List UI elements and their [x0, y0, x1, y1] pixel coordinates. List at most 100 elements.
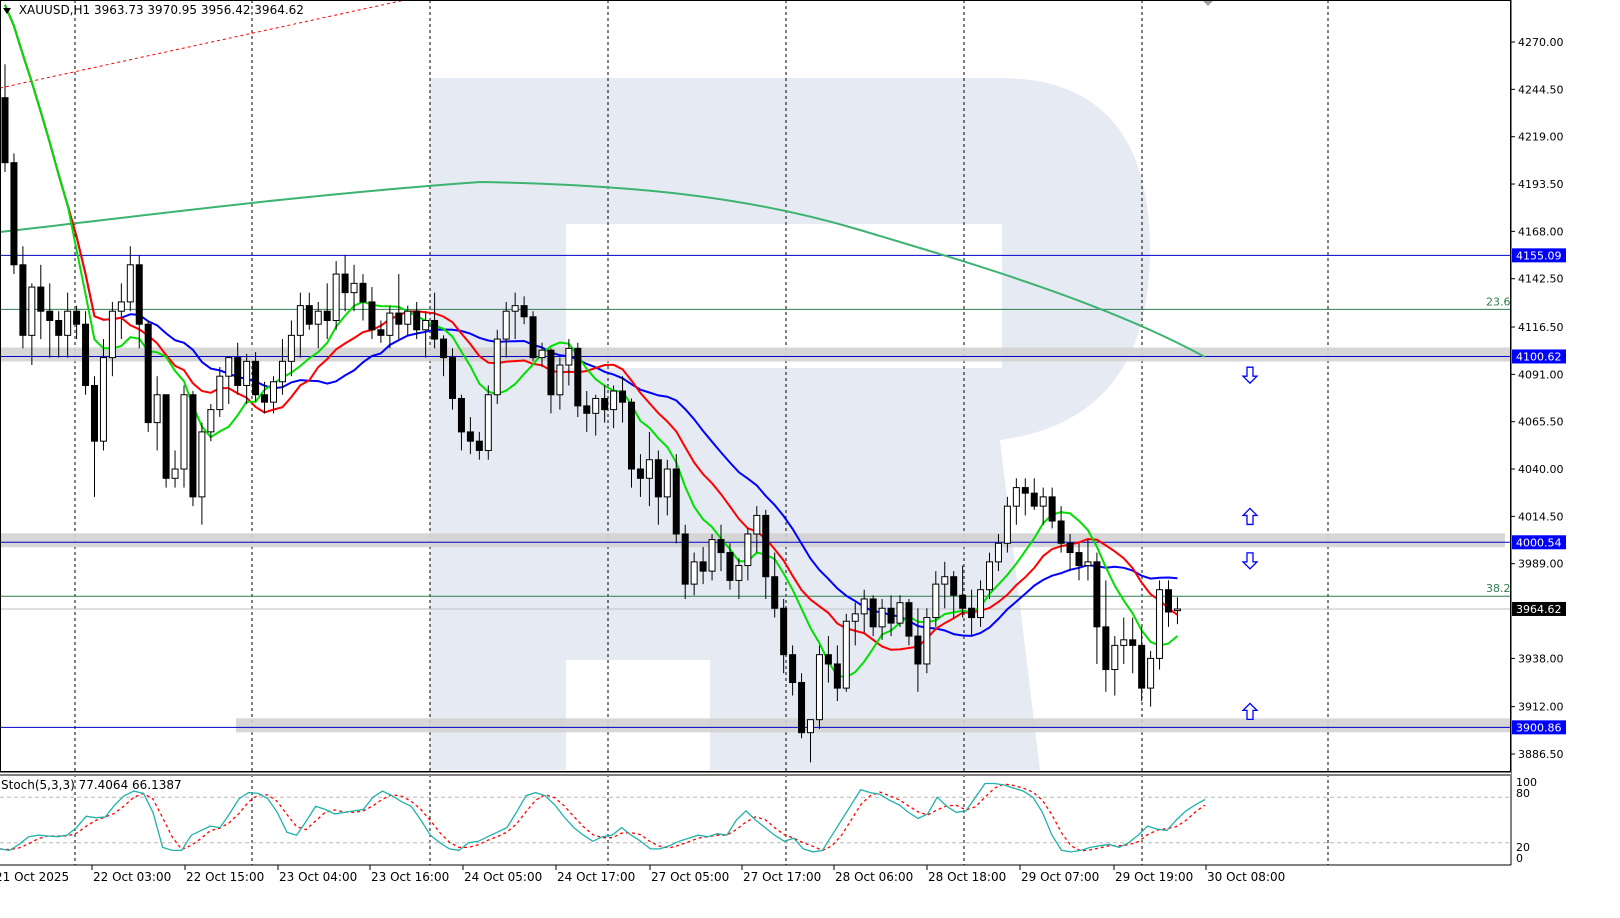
- candle[interactable]: [923, 608, 931, 674]
- candle[interactable]: [869, 595, 877, 637]
- candle[interactable]: [207, 404, 215, 442]
- candle[interactable]: [833, 645, 841, 702]
- candle[interactable]: [511, 292, 519, 340]
- candle[interactable]: [1138, 626, 1146, 702]
- candle[interactable]: [950, 571, 958, 618]
- candle[interactable]: [270, 376, 277, 414]
- candle[interactable]: [905, 598, 913, 646]
- candle[interactable]: [592, 394, 600, 436]
- candle[interactable]: [162, 394, 170, 488]
- candle[interactable]: [457, 394, 465, 451]
- candle[interactable]: [977, 580, 985, 627]
- candle[interactable]: [1084, 539, 1092, 581]
- candle[interactable]: [135, 255, 143, 349]
- candle[interactable]: [717, 524, 725, 572]
- candle[interactable]: [1, 64, 9, 172]
- candle[interactable]: [395, 274, 403, 340]
- candle[interactable]: [350, 264, 358, 312]
- candle[interactable]: [726, 543, 734, 590]
- candle[interactable]: [1066, 533, 1074, 572]
- candle[interactable]: [278, 339, 286, 395]
- candle[interactable]: [878, 598, 886, 640]
- candle[interactable]: [64, 292, 72, 358]
- candle[interactable]: [234, 342, 242, 395]
- candle[interactable]: [1147, 650, 1155, 707]
- candle[interactable]: [144, 320, 152, 432]
- candle[interactable]: [860, 589, 868, 633]
- candle[interactable]: [198, 422, 206, 525]
- candle[interactable]: [332, 261, 340, 330]
- candle[interactable]: [574, 342, 582, 418]
- candle[interactable]: [1093, 552, 1101, 664]
- candle[interactable]: [493, 329, 501, 405]
- candle[interactable]: [180, 385, 188, 488]
- candle[interactable]: [126, 246, 134, 312]
- candle[interactable]: [28, 283, 36, 366]
- candle[interactable]: [82, 311, 90, 395]
- candle[interactable]: [887, 595, 895, 637]
- candle[interactable]: [1012, 478, 1020, 525]
- candle[interactable]: [941, 561, 949, 609]
- candle[interactable]: [261, 381, 269, 414]
- candle[interactable]: [968, 589, 976, 637]
- candle[interactable]: [386, 305, 394, 349]
- candle[interactable]: [1075, 543, 1083, 581]
- candle[interactable]: [225, 357, 233, 405]
- candle[interactable]: [19, 246, 27, 349]
- candle[interactable]: [484, 385, 492, 460]
- candle[interactable]: [690, 552, 698, 596]
- candle[interactable]: [475, 431, 483, 460]
- candle[interactable]: [708, 533, 716, 581]
- candle[interactable]: [1111, 636, 1119, 696]
- candle[interactable]: [547, 348, 555, 414]
- candle[interactable]: [502, 301, 510, 358]
- candle[interactable]: [744, 528, 752, 581]
- candle[interactable]: [986, 552, 993, 599]
- candle[interactable]: [645, 431, 653, 507]
- candle[interactable]: [46, 283, 54, 358]
- candle[interactable]: [619, 376, 627, 423]
- candle[interactable]: [422, 311, 430, 358]
- candle[interactable]: [287, 320, 295, 377]
- candle[interactable]: [117, 283, 125, 340]
- candle[interactable]: [565, 339, 573, 386]
- candle[interactable]: [699, 546, 707, 585]
- candle[interactable]: [959, 565, 967, 618]
- candle[interactable]: [341, 255, 349, 312]
- candle[interactable]: [216, 366, 224, 418]
- candle[interactable]: [404, 305, 412, 336]
- candle[interactable]: [377, 320, 385, 343]
- candle[interactable]: [243, 353, 251, 405]
- candle[interactable]: [529, 311, 537, 362]
- candle[interactable]: [99, 339, 107, 451]
- candle[interactable]: [896, 595, 904, 627]
- candle[interactable]: [1165, 580, 1172, 627]
- candle[interactable]: [252, 352, 260, 403]
- candle[interactable]: [807, 719, 814, 763]
- candle[interactable]: [789, 645, 797, 696]
- candle[interactable]: [305, 292, 313, 330]
- candle[interactable]: [1173, 597, 1181, 625]
- candle[interactable]: [449, 348, 456, 410]
- candle[interactable]: [413, 301, 421, 340]
- candle[interactable]: [538, 342, 546, 367]
- candle[interactable]: [914, 608, 922, 692]
- candle[interactable]: [842, 613, 850, 692]
- candle[interactable]: [359, 274, 367, 321]
- candle[interactable]: [654, 450, 662, 525]
- candle[interactable]: [663, 459, 671, 516]
- candle[interactable]: [1021, 478, 1029, 516]
- candle[interactable]: [1129, 617, 1137, 674]
- candle[interactable]: [1057, 506, 1065, 553]
- candle[interactable]: [583, 391, 591, 432]
- chart-shift-marker-icon[interactable]: [1202, 0, 1214, 6]
- candle[interactable]: [466, 417, 474, 455]
- candle[interactable]: [628, 398, 635, 488]
- candle[interactable]: [296, 292, 304, 358]
- candle[interactable]: [824, 636, 832, 683]
- candle[interactable]: [851, 602, 859, 646]
- candle[interactable]: [37, 264, 45, 340]
- candle[interactable]: [171, 450, 179, 488]
- candle[interactable]: [610, 385, 618, 429]
